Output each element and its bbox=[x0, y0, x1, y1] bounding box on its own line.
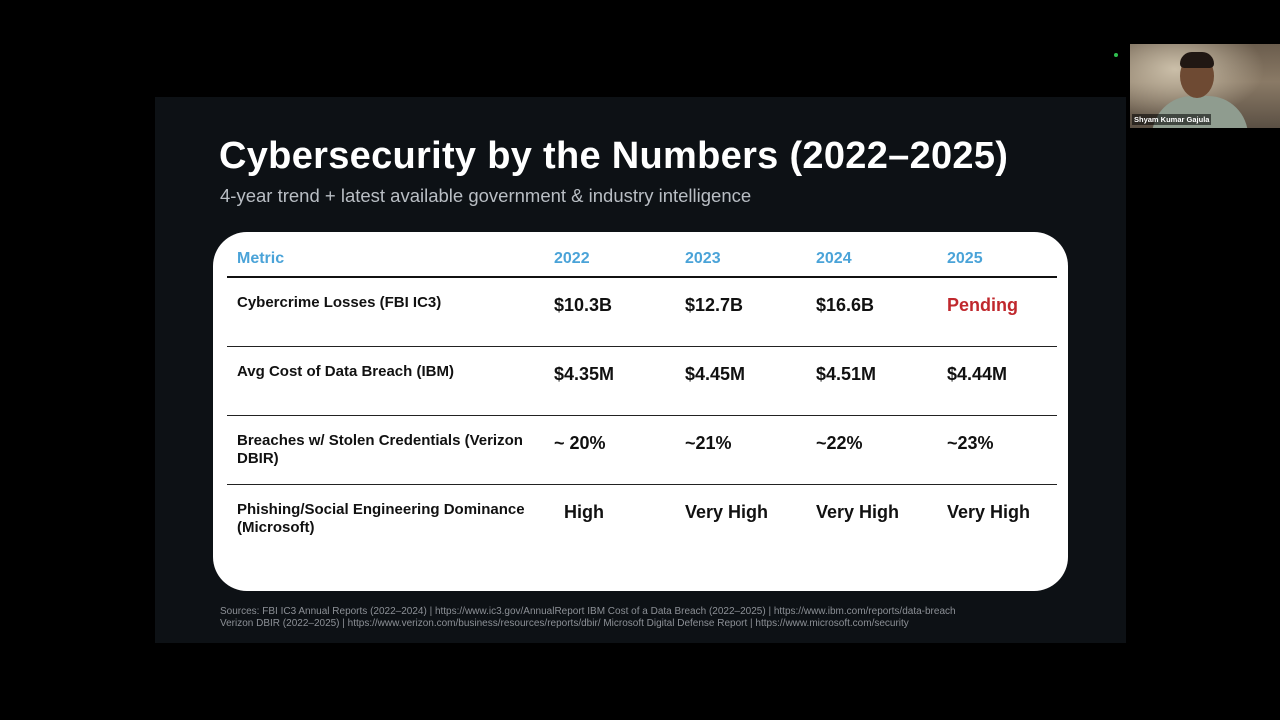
presentation-slide: Cybersecurity by the Numbers (2022–2025)… bbox=[155, 97, 1126, 643]
value-2025: ~23% bbox=[947, 433, 994, 453]
value-2025: Very High bbox=[947, 502, 1031, 522]
row-metric-label: Cybercrime Losses (FBI IC3) bbox=[237, 294, 442, 311]
sources-footnote: Sources: FBI IC3 Annual Reports (2022–20… bbox=[220, 606, 956, 630]
header-2023: 2023 bbox=[685, 250, 721, 267]
value-2024: $16.6B bbox=[816, 295, 875, 315]
sources-line-1: Sources: FBI IC3 Annual Reports (2022–20… bbox=[220, 606, 956, 617]
header-2022: 2022 bbox=[554, 250, 590, 267]
row-metric-label: Breaches w/ Stolen Credentials (Verizon … bbox=[237, 432, 523, 467]
table-row: Avg Cost of Data Breach (IBM) $4.35M $4.… bbox=[227, 346, 1057, 416]
table-row: Phishing/Social Engineering Dominance (M… bbox=[227, 484, 1057, 553]
participant-hair bbox=[1180, 52, 1214, 68]
participant-name-label: Shyam Kumar Gajula bbox=[1132, 114, 1212, 125]
row-metric-label: Phishing/Social Engineering Dominance (M… bbox=[237, 501, 525, 536]
value-2023: Very High bbox=[685, 502, 769, 522]
slide-title: Cybersecurity by the Numbers (2022–2025) bbox=[219, 135, 1009, 177]
value-2023: $12.7B bbox=[685, 295, 744, 315]
row-metric-label: Avg Cost of Data Breach (IBM) bbox=[237, 363, 454, 380]
header-2024: 2024 bbox=[816, 250, 852, 267]
header-metric: Metric bbox=[237, 250, 285, 267]
table-header-row: Metric 2022 2023 2024 2025 bbox=[227, 232, 1057, 278]
table-row: Breaches w/ Stolen Credentials (Verizon … bbox=[227, 415, 1057, 485]
value-2023: ~21% bbox=[685, 433, 732, 453]
value-2022: $4.35M bbox=[554, 364, 615, 384]
value-2025-pending: Pending bbox=[947, 295, 1018, 315]
value-2022: ~ 20% bbox=[554, 433, 606, 453]
value-2024: Very High bbox=[816, 502, 900, 522]
value-2024: $4.51M bbox=[816, 364, 877, 384]
value-2022: High bbox=[564, 502, 604, 522]
header-2025: 2025 bbox=[947, 250, 983, 267]
participant-video-tile[interactable]: Shyam Kumar Gajula bbox=[1130, 44, 1280, 128]
value-2024: ~22% bbox=[816, 433, 863, 453]
speaking-indicator-icon bbox=[1114, 53, 1118, 57]
table-row: Cybercrime Losses (FBI IC3) $10.3B $12.7… bbox=[227, 277, 1057, 347]
value-2025: $4.44M bbox=[947, 364, 1008, 384]
sources-line-2: Verizon DBIR (2022–2025) | https://www.v… bbox=[220, 618, 909, 629]
metrics-table: Metric 2022 2023 2024 2025 Cybercrime Lo… bbox=[213, 232, 1068, 591]
value-2023: $4.45M bbox=[685, 364, 746, 384]
value-2022: $10.3B bbox=[554, 295, 613, 315]
slide-subtitle: 4-year trend + latest available governme… bbox=[220, 185, 752, 206]
